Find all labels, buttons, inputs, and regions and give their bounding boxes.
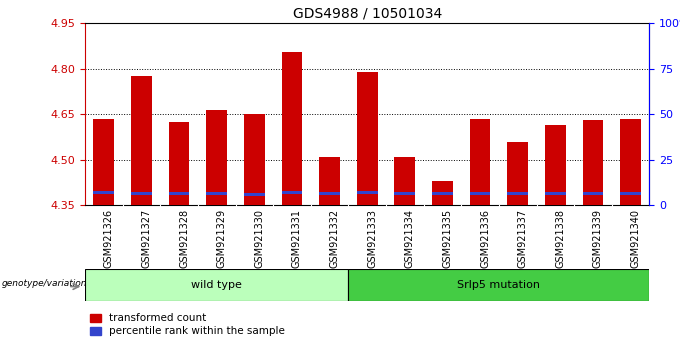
- Bar: [620, 119, 641, 205]
- Bar: [507, 192, 528, 195]
- Bar: [93, 191, 114, 194]
- Bar: [206, 110, 227, 205]
- Bar: [169, 122, 190, 205]
- Text: GSM921331: GSM921331: [292, 209, 302, 268]
- Text: GSM921327: GSM921327: [141, 209, 152, 268]
- Text: GSM921328: GSM921328: [179, 209, 189, 268]
- Text: Srlp5 mutation: Srlp5 mutation: [458, 280, 541, 290]
- Bar: [545, 192, 566, 195]
- Bar: [319, 192, 340, 195]
- Bar: [357, 72, 377, 205]
- Bar: [282, 191, 303, 194]
- Text: GSM921339: GSM921339: [593, 209, 603, 268]
- Bar: [319, 157, 340, 205]
- Bar: [131, 76, 152, 205]
- Bar: [357, 192, 377, 194]
- Bar: [507, 142, 528, 205]
- Bar: [282, 52, 303, 205]
- Text: GSM921340: GSM921340: [630, 209, 641, 268]
- Text: GSM921329: GSM921329: [217, 209, 226, 268]
- Bar: [432, 181, 453, 205]
- Bar: [620, 192, 641, 195]
- Bar: [169, 192, 190, 195]
- Bar: [583, 120, 603, 205]
- Bar: [131, 192, 152, 195]
- Text: GSM921338: GSM921338: [556, 209, 565, 268]
- Text: genotype/variation: genotype/variation: [1, 279, 87, 288]
- Bar: [348, 269, 649, 301]
- Text: GSM921330: GSM921330: [254, 209, 265, 268]
- Text: GSM921332: GSM921332: [330, 209, 339, 268]
- Bar: [244, 193, 265, 196]
- Bar: [470, 119, 490, 205]
- Legend: transformed count, percentile rank within the sample: transformed count, percentile rank withi…: [90, 313, 285, 336]
- Text: wild type: wild type: [191, 280, 242, 290]
- Bar: [583, 192, 603, 195]
- Bar: [93, 119, 114, 205]
- Bar: [432, 192, 453, 195]
- Text: GSM921333: GSM921333: [367, 209, 377, 268]
- Text: GSM921335: GSM921335: [443, 209, 452, 268]
- Bar: [206, 192, 227, 195]
- Text: GSM921326: GSM921326: [104, 209, 114, 268]
- Bar: [545, 125, 566, 205]
- Bar: [470, 192, 490, 195]
- Text: GSM921336: GSM921336: [480, 209, 490, 268]
- Bar: [85, 269, 348, 301]
- Bar: [244, 114, 265, 205]
- Bar: [394, 192, 415, 195]
- Text: GSM921334: GSM921334: [405, 209, 415, 268]
- Text: GSM921337: GSM921337: [517, 209, 528, 268]
- Title: GDS4988 / 10501034: GDS4988 / 10501034: [292, 6, 442, 21]
- Bar: [394, 157, 415, 205]
